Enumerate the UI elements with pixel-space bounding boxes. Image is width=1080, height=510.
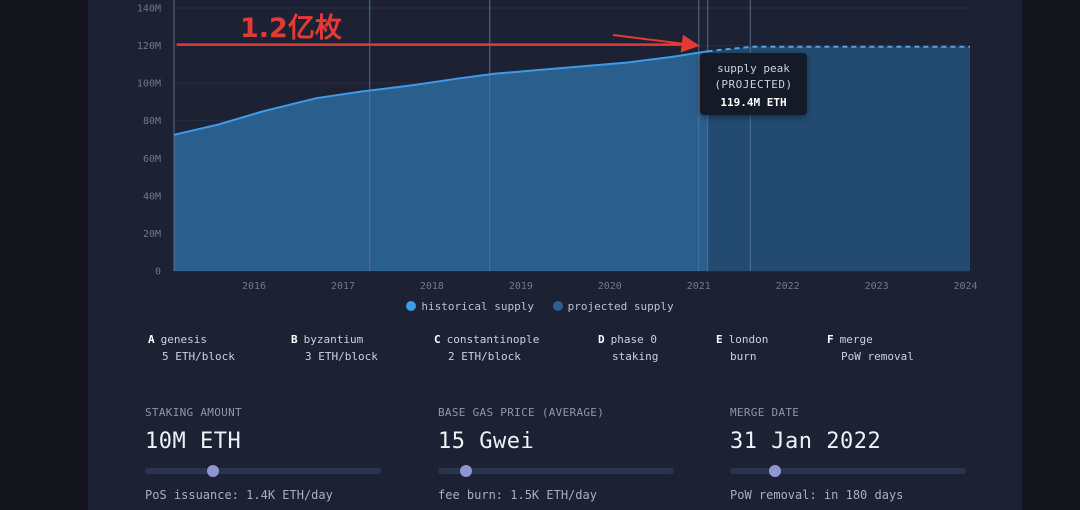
gas-price-slider[interactable] — [438, 465, 674, 477]
x-tick-label: 2022 — [776, 281, 800, 292]
staking-amount-control: STAKING AMOUNT 10M ETH PoS issuance: 1.4… — [145, 406, 381, 502]
supply-peak-tooltip: supply peak (PROJECTED) 119.4M ETH — [700, 53, 807, 115]
merge-date-value: 31 Jan 2022 — [730, 429, 882, 454]
x-tick-label: 2020 — [598, 281, 622, 292]
y-tick-label: 120M — [137, 41, 161, 52]
event-name: constantinople — [446, 333, 540, 346]
event-letter: D — [598, 333, 605, 346]
fee-burn-note: fee burn: 1.5K ETH/day — [438, 488, 597, 502]
tooltip-value: 119.4M ETH — [720, 96, 787, 109]
event-detail: burn — [730, 350, 757, 363]
y-tick-label: 20M — [143, 229, 161, 240]
event-name: merge — [839, 333, 873, 346]
x-tick-label: 2018 — [420, 281, 444, 292]
x-tick-label: 2016 — [242, 281, 266, 292]
event-letter: B — [291, 333, 298, 346]
x-tick-label: 2024 — [954, 281, 978, 292]
gas-price-label: BASE GAS PRICE (AVERAGE) — [438, 406, 605, 419]
tooltip-subtitle: (PROJECTED) — [714, 78, 793, 91]
y-tick-label: 40M — [143, 191, 161, 202]
x-tick-label: 2021 — [687, 281, 711, 292]
staking-slider-thumb[interactable] — [207, 465, 220, 477]
event-detail: 2 ETH/block — [448, 350, 521, 363]
event-letter: F — [827, 333, 834, 346]
legend-label: historical supply — [421, 300, 534, 313]
projected-swatch-icon — [552, 301, 563, 311]
event-letter: A — [148, 333, 155, 346]
event-name: genesis — [160, 333, 207, 346]
y-tick-label: 140M — [137, 4, 161, 15]
event-letter: E — [716, 333, 723, 346]
event-detail: 3 ETH/block — [305, 350, 378, 363]
y-tick-label: 0 — [155, 267, 161, 278]
gas-price-value: 15 Gwei — [438, 429, 535, 454]
historical-supply-area — [174, 51, 708, 272]
historical-swatch-icon — [406, 301, 417, 311]
chart-legend: historical supply projected supply — [0, 300, 1080, 313]
legend-label: projected supply — [567, 300, 674, 313]
pow-removal-note: PoW removal: in 180 days — [730, 488, 904, 502]
historical-supply-line — [173, 50, 708, 136]
event-detail: 5 ETH/block — [162, 350, 235, 363]
merge-date-control: MERGE DATE 31 Jan 2022 PoW removal: in 1… — [730, 406, 966, 502]
staking-amount-slider[interactable] — [145, 465, 381, 477]
y-tick-label: 100M — [137, 79, 161, 90]
event-name: byzantium — [303, 333, 364, 346]
merge-date-label: MERGE DATE — [730, 406, 800, 419]
gas-price-control: BASE GAS PRICE (AVERAGE) 15 Gwei fee bur… — [438, 406, 674, 502]
merge-date-slider[interactable] — [730, 465, 966, 477]
event-letter: C — [434, 333, 441, 346]
event-detail: staking — [612, 350, 659, 363]
staking-amount-value: 10M ETH — [145, 429, 242, 454]
gas-slider-thumb[interactable] — [460, 465, 473, 477]
supply-chart: 0 20M 40M 60M 80M 100M 120M 140M 2016 2017 2018 201… — [137, 0, 978, 292]
event-detail: PoW removal — [841, 350, 914, 363]
legend-item-historical[interactable]: historical supply — [406, 300, 534, 313]
event-name: london — [728, 333, 769, 346]
legend-item-projected[interactable]: projected supply — [552, 300, 674, 313]
annotation-arrow — [612, 34, 700, 53]
x-tick-label: 2023 — [865, 281, 889, 292]
merge-slider-thumb[interactable] — [768, 465, 781, 477]
y-tick-label: 80M — [143, 116, 161, 127]
y-tick-label: 60M — [143, 154, 161, 165]
pos-issuance-note: PoS issuance: 1.4K ETH/day — [145, 488, 333, 502]
x-tick-label: 2019 — [509, 281, 533, 292]
x-tick-label: 2017 — [331, 281, 355, 292]
event-name: phase 0 — [610, 333, 657, 346]
annotation-label: 1.2亿枚 — [240, 13, 342, 44]
tooltip-title: supply peak — [717, 62, 790, 75]
staking-amount-label: STAKING AMOUNT — [145, 406, 242, 419]
